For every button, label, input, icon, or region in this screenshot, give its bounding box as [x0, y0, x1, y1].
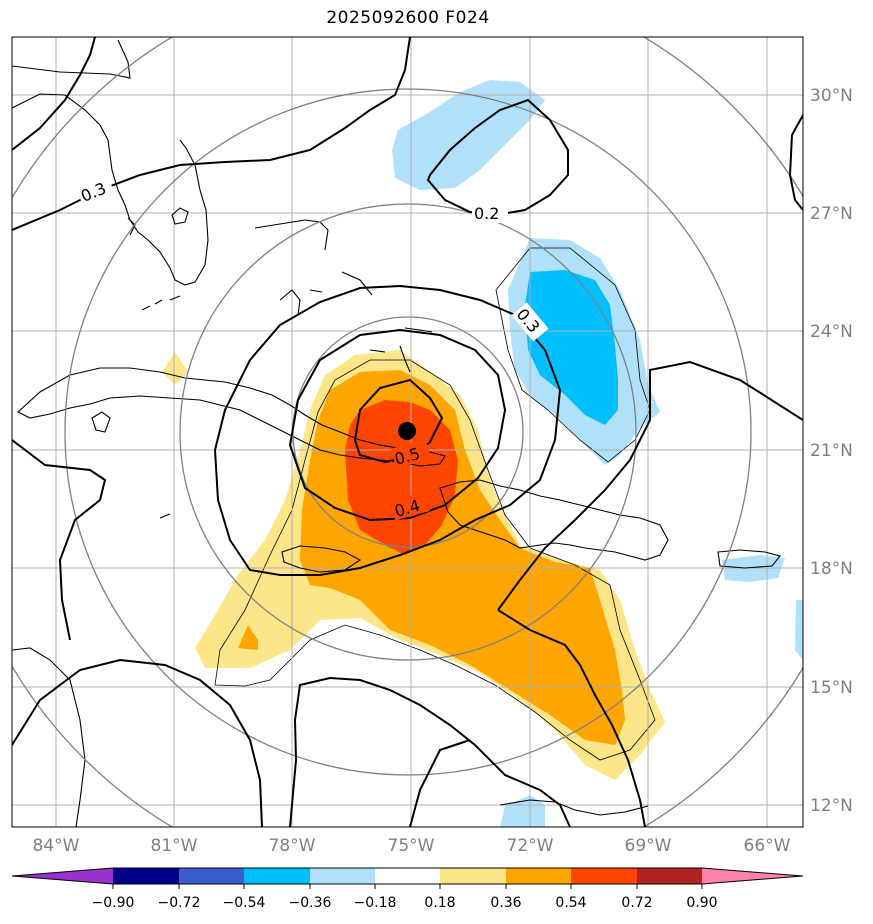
lon-label: 72°W — [507, 836, 554, 856]
lon-label: 69°W — [625, 836, 672, 856]
colorbar-swatch — [571, 868, 637, 884]
lat-label: 18°N — [810, 559, 853, 579]
map-title: 2025092600 F024 — [326, 8, 490, 28]
colorbar-tick-label: −0.90 — [92, 895, 135, 911]
lon-label: 84°W — [33, 836, 80, 856]
lat-label: 15°N — [810, 678, 853, 698]
colorbar-swatch — [637, 868, 702, 884]
lat-label: 12°N — [810, 796, 853, 816]
colorbar-swatch — [310, 868, 375, 884]
colorbar-tick-label: 0.90 — [686, 895, 717, 911]
colorbar-tick-label: −0.54 — [223, 895, 266, 911]
map-plot-area: 0.3 0.2 0.3 0.5 0.4 — [12, 37, 803, 827]
colorbar-tick-label: 0.36 — [490, 895, 521, 911]
contour-label-0-2: 0.2 — [474, 204, 499, 223]
lat-label: 27°N — [810, 204, 853, 224]
longitude-labels: 84°W 81°W 78°W 75°W 72°W 69°W 66°W — [33, 836, 791, 856]
colorbar-tick-label: 0.54 — [555, 895, 586, 911]
colorbar-swatch — [244, 868, 310, 884]
lat-label: 21°N — [810, 441, 853, 461]
latitude-labels: 30°N 27°N 24°N 21°N 18°N 15°N 12°N — [810, 86, 853, 816]
colorbar-swatch — [179, 868, 244, 884]
colorbar-tick-label: −0.36 — [289, 895, 332, 911]
lon-label: 75°W — [388, 836, 435, 856]
colorbar-tick-label: −0.18 — [354, 895, 397, 911]
contour-labels: 0.3 0.2 0.3 0.5 0.4 — [74, 172, 549, 521]
colorbar-tick-label: 0.72 — [621, 895, 652, 911]
colorbar-swatch — [506, 868, 571, 884]
lat-label: 30°N — [810, 86, 853, 106]
thin-contours — [214, 247, 656, 761]
colorbar: −0.90 −0.72 −0.54 −0.36 −0.18 0.18 0.36 … — [11, 867, 804, 911]
colorbar-tick-label: 0.18 — [424, 895, 455, 911]
lat-label: 24°N — [810, 322, 853, 342]
colorbar-swatch — [113, 868, 179, 884]
map-frame — [11, 36, 804, 828]
colorbar-tick-label: −0.72 — [158, 895, 201, 911]
coastlines — [12, 39, 781, 827]
lon-label: 66°W — [744, 836, 791, 856]
storm-center-marker — [398, 422, 416, 440]
colorbar-swatch — [440, 868, 506, 884]
lon-label: 78°W — [269, 836, 316, 856]
lon-label: 81°W — [151, 836, 198, 856]
colorbar-extend-high — [702, 868, 803, 884]
colorbar-extend-low — [12, 868, 113, 884]
colorbar-swatch — [375, 868, 440, 884]
